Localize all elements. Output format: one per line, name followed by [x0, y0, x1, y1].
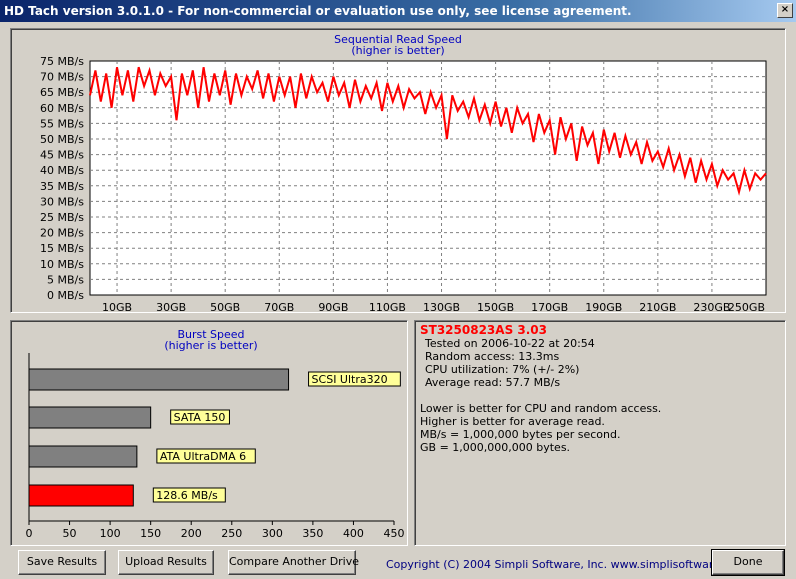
- chart-subtitle: (higher is better): [351, 44, 444, 57]
- window-titlebar[interactable]: HD Tach version 3.0.1.0 - For non-commer…: [0, 0, 796, 22]
- x-tick-label: 200: [181, 527, 202, 540]
- copyright-text: Copyright (C) 2004 Simpli Software, Inc.…: [386, 558, 747, 571]
- bar-label: 128.6 MB/s: [156, 489, 218, 502]
- drive-info-panel: ST3250823AS 3.03 Tested on 2006-10-22 at…: [414, 320, 786, 546]
- burst-subtitle: (higher is better): [164, 339, 257, 352]
- bar-label-box: [170, 409, 230, 425]
- y-tick-label: 10 MB/s: [40, 258, 84, 271]
- compare-drive-button[interactable]: Compare Another Drive: [228, 550, 359, 575]
- note-gb-definition: GB = 1,000,000,000 bytes.: [420, 441, 571, 454]
- x-tick-label: 100: [100, 527, 121, 540]
- info-tested-on: Tested on 2006-10-22 at 20:54: [425, 337, 595, 350]
- x-tick-label: 150: [140, 527, 161, 540]
- x-tick-label: 50GB: [210, 301, 240, 312]
- done-button[interactable]: Done: [711, 549, 785, 576]
- y-tick-label: 25 MB/s: [40, 211, 84, 224]
- window-title: HD Tach version 3.0.1.0 - For non-commer…: [4, 4, 632, 18]
- info-average-read: Average read: 57.7 MB/s: [425, 376, 561, 389]
- close-icon[interactable]: ×: [777, 3, 793, 18]
- note-lower-better: Lower is better for CPU and random acces…: [420, 402, 662, 415]
- y-tick-label: 65 MB/s: [40, 86, 84, 99]
- x-tick-label: 70GB: [264, 301, 294, 312]
- y-tick-label: 30 MB/s: [40, 195, 84, 208]
- drive-model: ST3250823AS 3.03: [420, 323, 547, 337]
- y-tick-label: 40 MB/s: [40, 164, 84, 177]
- note-mb-definition: MB/s = 1,000,000 bytes per second.: [420, 428, 621, 441]
- info-cpu-utilization: CPU utilization: 7% (+/- 2%): [425, 363, 580, 376]
- burst-speed-panel: Burst Speed (higher is better) 0 50 100 150 20…: [10, 320, 408, 546]
- y-tick-label: 20 MB/s: [40, 227, 84, 240]
- y-tick-label: 15 MB/s: [40, 242, 84, 255]
- y-tick-label: 75 MB/s: [40, 55, 84, 68]
- save-results-button[interactable]: Save Results: [18, 550, 106, 575]
- chart-title: Sequential Read Speed: [334, 33, 462, 46]
- read-speed-line: [89, 66, 767, 196]
- x-tick-label: 150GB: [477, 301, 514, 312]
- burst-bar: [28, 368, 290, 391]
- x-tick-label: 130GB: [423, 301, 460, 312]
- x-tick-label: 210GB: [639, 301, 676, 312]
- x-tick-label: 400: [343, 527, 364, 540]
- y-tick-label: 55 MB/s: [40, 117, 84, 130]
- burst-speed-chart: Burst Speed(higher is better) 0 50 100 150 20…: [26, 328, 405, 540]
- x-tick-label: 300: [262, 527, 283, 540]
- bar-label-box: [152, 487, 226, 503]
- x-tick-label: 30GB: [156, 301, 186, 312]
- y-tick-label: 70 MB/s: [40, 71, 84, 84]
- x-tick-label: 350: [302, 527, 323, 540]
- sequential-read-panel: Sequential Read Speed (higher is better) 7…: [10, 28, 786, 314]
- x-tick-label: 250: [221, 527, 242, 540]
- y-tick-label: 45 MB/s: [40, 149, 84, 162]
- bar-label-box: [156, 448, 256, 464]
- note-higher-better: Higher is better for average read.: [420, 415, 605, 428]
- x-tick-label: 50: [63, 527, 77, 540]
- x-tick-label: 230GB: [693, 301, 730, 312]
- y-tick-label: 60 MB/s: [40, 102, 84, 115]
- bar-label: SCSI Ultra320: [312, 373, 388, 386]
- burst-title: Burst Speed: [177, 328, 244, 341]
- y-tick-label: 50 MB/s: [40, 133, 84, 146]
- burst-bar: [28, 445, 138, 468]
- x-tick-label: 10GB: [102, 301, 132, 312]
- sequential-read-chart: Sequential Read Speed(higher is better) 7…: [40, 33, 767, 314]
- bar-label: SATA 150: [174, 411, 226, 424]
- y-tick-label: 35 MB/s: [40, 180, 84, 193]
- x-tick-label: 250GB: [728, 301, 765, 312]
- x-tick-label: 450: [384, 527, 405, 540]
- x-tick-label: 170GB: [531, 301, 568, 312]
- bar-label: ATA UltraDMA 6: [160, 450, 246, 463]
- y-tick-label: 0 MB/s: [47, 289, 84, 302]
- x-tick-label: 90GB: [318, 301, 348, 312]
- x-tick-label: 190GB: [585, 301, 622, 312]
- burst-bar: [28, 484, 134, 507]
- upload-results-button[interactable]: Upload Results: [118, 550, 214, 575]
- info-random-access: Random access: 13.3ms: [425, 350, 560, 363]
- bar-label-box: [308, 371, 401, 387]
- burst-bar: [28, 406, 152, 429]
- plot-area: [89, 60, 767, 296]
- x-tick-label: 110GB: [369, 301, 406, 312]
- x-tick-label: 0: [26, 527, 33, 540]
- y-tick-label: 5 MB/s: [47, 273, 84, 286]
